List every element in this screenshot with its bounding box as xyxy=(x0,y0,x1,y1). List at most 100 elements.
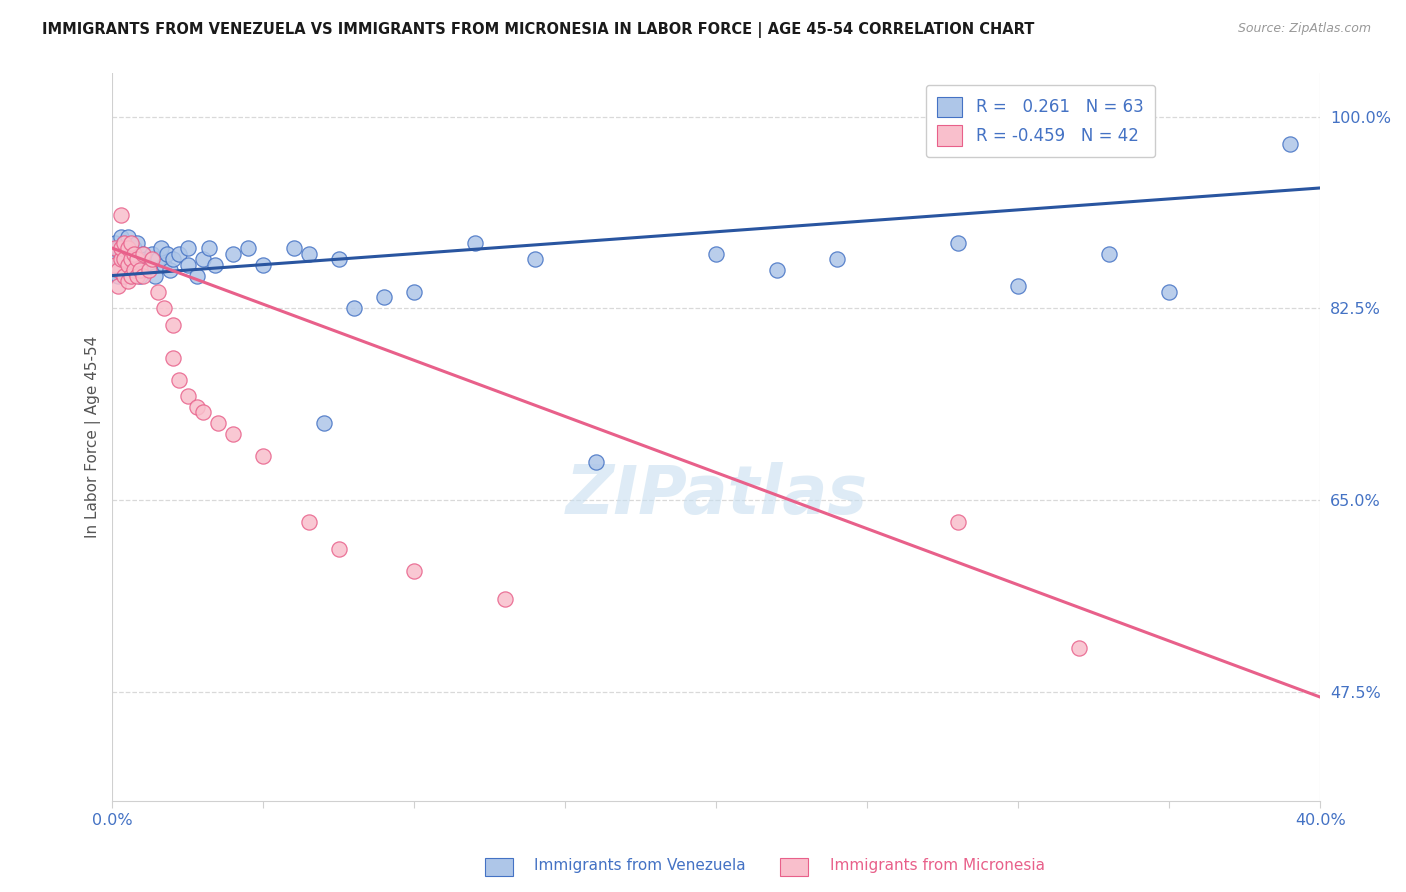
Point xyxy=(464,235,486,250)
Point xyxy=(222,427,245,442)
Point xyxy=(191,252,214,266)
Point xyxy=(114,235,136,250)
Text: Source: ZipAtlas.com: Source: ZipAtlas.com xyxy=(1237,22,1371,36)
Point xyxy=(167,373,190,387)
Point xyxy=(186,400,208,414)
Point xyxy=(186,268,208,283)
Point xyxy=(404,285,426,299)
Point xyxy=(238,241,260,255)
Point xyxy=(135,252,157,266)
Point xyxy=(104,246,127,260)
Point xyxy=(120,268,142,283)
Point xyxy=(104,235,127,250)
Point xyxy=(704,246,727,260)
Point xyxy=(125,252,148,266)
Point xyxy=(765,263,787,277)
Point xyxy=(152,301,174,316)
Point xyxy=(1159,285,1181,299)
Point xyxy=(138,258,160,272)
Y-axis label: In Labor Force | Age 45-54: In Labor Force | Age 45-54 xyxy=(86,336,101,538)
Point xyxy=(117,274,139,288)
Point xyxy=(131,263,153,277)
Point xyxy=(104,263,127,277)
Point xyxy=(131,246,153,260)
Point xyxy=(122,263,145,277)
Point xyxy=(162,252,184,266)
Legend: R =   0.261   N = 63, R = -0.459   N = 42: R = 0.261 N = 63, R = -0.459 N = 42 xyxy=(925,85,1154,157)
Point xyxy=(110,252,132,266)
Point xyxy=(146,252,169,266)
Point xyxy=(404,564,426,578)
Point xyxy=(162,351,184,365)
Point xyxy=(149,241,172,255)
Point xyxy=(252,449,274,463)
Point xyxy=(177,241,200,255)
Point xyxy=(125,252,148,266)
Point xyxy=(373,290,395,304)
Point xyxy=(198,241,221,255)
Point xyxy=(107,279,129,293)
Point xyxy=(1007,279,1029,293)
Point xyxy=(104,241,127,255)
Point xyxy=(110,246,132,260)
Point xyxy=(343,301,366,316)
Point xyxy=(122,246,145,260)
Point xyxy=(117,246,139,260)
Point xyxy=(117,263,139,277)
Point xyxy=(104,258,127,272)
Point xyxy=(128,263,150,277)
Point xyxy=(128,268,150,283)
Text: Immigrants from Venezuela: Immigrants from Venezuela xyxy=(534,858,747,872)
Point xyxy=(159,263,181,277)
Point xyxy=(207,417,229,431)
Point xyxy=(117,241,139,255)
Point xyxy=(1279,137,1302,152)
Point xyxy=(222,246,245,260)
Point xyxy=(825,252,848,266)
Point xyxy=(156,246,179,260)
Point xyxy=(120,235,142,250)
Point xyxy=(298,246,321,260)
Text: IMMIGRANTS FROM VENEZUELA VS IMMIGRANTS FROM MICRONESIA IN LABOR FORCE | AGE 45-: IMMIGRANTS FROM VENEZUELA VS IMMIGRANTS … xyxy=(42,22,1035,38)
Point xyxy=(110,263,132,277)
Point xyxy=(146,285,169,299)
Point xyxy=(252,258,274,272)
Point xyxy=(117,258,139,272)
Point xyxy=(494,591,516,606)
Point xyxy=(120,252,142,266)
Point xyxy=(283,241,305,255)
Point xyxy=(122,263,145,277)
Point xyxy=(585,455,607,469)
Point xyxy=(107,263,129,277)
Point xyxy=(125,268,148,283)
Point xyxy=(131,246,153,260)
Point xyxy=(114,268,136,283)
Point xyxy=(107,268,129,283)
Point xyxy=(114,268,136,283)
Point xyxy=(1067,640,1090,655)
Point xyxy=(204,258,226,272)
Point xyxy=(120,268,142,283)
Point xyxy=(120,252,142,266)
Point xyxy=(328,252,350,266)
Point xyxy=(143,268,166,283)
Point xyxy=(1098,246,1121,260)
Point xyxy=(152,258,174,272)
Text: Immigrants from Micronesia: Immigrants from Micronesia xyxy=(830,858,1045,872)
Point xyxy=(298,515,321,529)
Point xyxy=(177,389,200,403)
Point xyxy=(328,542,350,557)
Text: ZIPatlas: ZIPatlas xyxy=(565,462,868,528)
Point xyxy=(122,241,145,255)
Point xyxy=(117,230,139,244)
Point xyxy=(177,258,200,272)
Point xyxy=(131,268,153,283)
Point xyxy=(107,252,129,266)
Point xyxy=(114,252,136,266)
Point xyxy=(110,230,132,244)
Point xyxy=(107,241,129,255)
Point xyxy=(114,235,136,250)
Point xyxy=(138,263,160,277)
Point xyxy=(946,235,969,250)
Point xyxy=(191,405,214,419)
